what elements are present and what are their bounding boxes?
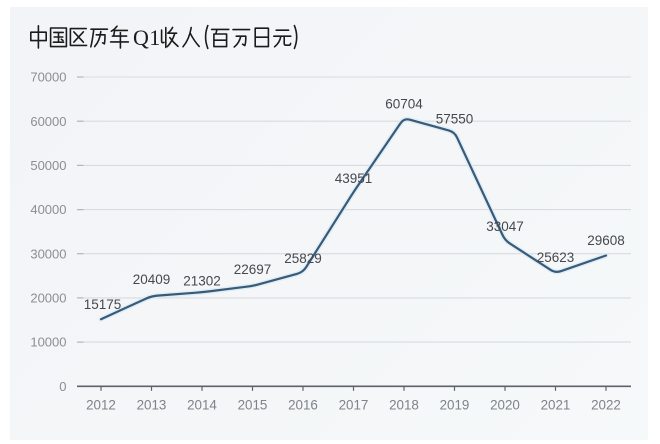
svg-text:30000: 30000 [30, 246, 66, 261]
svg-text:2020: 2020 [490, 398, 520, 413]
svg-text:2016: 2016 [288, 398, 318, 413]
svg-text:60704: 60704 [385, 97, 423, 112]
svg-text:25829: 25829 [284, 251, 322, 266]
svg-text:43951: 43951 [335, 171, 373, 186]
svg-text:21302: 21302 [183, 274, 221, 289]
svg-text:2022: 2022 [591, 398, 621, 413]
svg-text:2014: 2014 [187, 398, 217, 413]
svg-text:15175: 15175 [84, 297, 122, 312]
svg-text:50000: 50000 [30, 158, 66, 173]
svg-text:22697: 22697 [234, 262, 272, 277]
svg-text:60000: 60000 [30, 114, 66, 129]
svg-text:2019: 2019 [440, 398, 470, 413]
svg-text:2013: 2013 [137, 398, 167, 413]
svg-text:Q: Q [133, 25, 149, 50]
svg-text:2012: 2012 [86, 398, 116, 413]
svg-text:33047: 33047 [486, 219, 524, 234]
svg-text:10000: 10000 [30, 335, 66, 350]
svg-text:2017: 2017 [339, 398, 369, 413]
svg-text:40000: 40000 [30, 202, 66, 217]
svg-text:0: 0 [59, 379, 66, 394]
svg-text:2015: 2015 [238, 398, 268, 413]
svg-text:20000: 20000 [30, 291, 66, 306]
svg-text:1: 1 [149, 25, 160, 50]
svg-text:29608: 29608 [587, 233, 625, 248]
svg-text:2021: 2021 [541, 398, 571, 413]
svg-text:20409: 20409 [133, 272, 171, 287]
svg-text:2018: 2018 [389, 398, 419, 413]
svg-text:25623: 25623 [537, 250, 575, 265]
svg-text:57550: 57550 [436, 112, 474, 127]
svg-text:70000: 70000 [30, 70, 66, 85]
